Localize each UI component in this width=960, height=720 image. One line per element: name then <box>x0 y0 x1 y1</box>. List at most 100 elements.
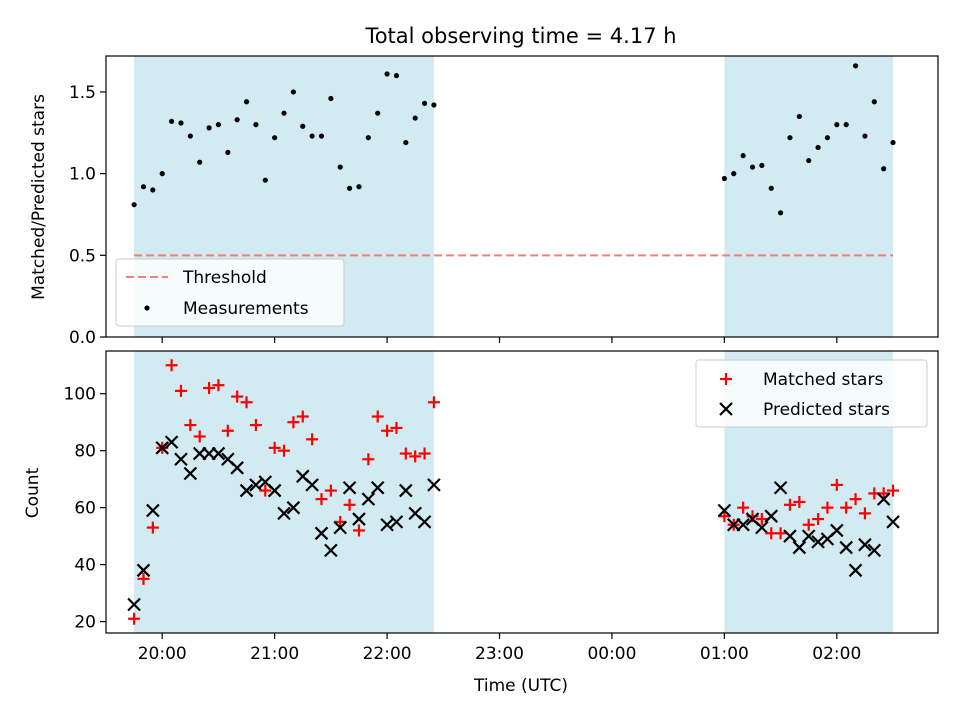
matched-star-point <box>362 453 375 466</box>
matched-star-point <box>352 524 365 537</box>
matched-star-point <box>184 419 197 432</box>
predicted-star-point <box>277 506 291 521</box>
predicted-star-point <box>146 503 160 518</box>
shaded-interval-1 <box>134 351 434 633</box>
measurement-point <box>871 99 877 105</box>
top-y-axis-label: Matched/Predicted stars <box>29 94 49 300</box>
measurement-point <box>347 185 353 191</box>
y-tick-label: 60 <box>74 499 96 519</box>
legend-matched-label: Matched stars <box>763 370 883 390</box>
matched-star-point <box>849 493 862 506</box>
predicted-star-point <box>155 441 169 455</box>
y-tick-label: 0.0 <box>69 328 96 348</box>
predicted-star-point <box>305 478 319 492</box>
matched-legend-swatch <box>720 373 732 385</box>
predicted-star-point <box>267 483 282 498</box>
predicted-star-point <box>792 540 807 555</box>
matched-star-point <box>203 382 216 395</box>
predicted-star-point <box>783 529 797 543</box>
predicted-star-point <box>211 446 226 461</box>
measurement-point <box>150 187 156 193</box>
shaded-interval-2 <box>724 56 894 337</box>
matched-star-point <box>381 424 394 437</box>
predicted-star-point <box>848 563 863 578</box>
matched-star-point <box>858 507 871 520</box>
measurement-point <box>262 177 268 183</box>
measurement-point <box>393 73 400 79</box>
matched-star-point <box>802 518 815 531</box>
x-tick-label: 01:00 <box>700 644 749 664</box>
bottom-x-axis-label: Time (UTC) <box>473 676 568 696</box>
measurement-point <box>843 122 849 128</box>
predicted-star-point <box>867 543 882 558</box>
predicted-star-point <box>736 517 750 532</box>
measurement-point <box>225 149 231 155</box>
measurement-point <box>140 184 147 190</box>
measurement-point <box>300 123 306 129</box>
measurement-point <box>375 110 381 116</box>
y-tick-label: 20 <box>74 613 96 633</box>
measurement-point <box>215 122 222 128</box>
matched-star-point <box>306 433 319 446</box>
matched-star-point <box>137 572 150 585</box>
predicted-star-point <box>417 515 432 529</box>
predicted-star-point <box>314 526 329 541</box>
x-tick-label: 20:00 <box>138 644 187 664</box>
matched-star-point <box>821 501 834 514</box>
predicted-star-point <box>389 515 404 529</box>
y-tick-label: 100 <box>64 385 96 405</box>
measurement-point <box>403 139 409 146</box>
legend-predicted-label: Predicted stars <box>763 400 890 420</box>
measurement-point <box>197 159 203 165</box>
predicted-star-point <box>324 543 338 558</box>
top-plot-frame <box>105 55 939 338</box>
top-legend: Threshold Measurements <box>115 258 345 327</box>
measurement-point <box>318 133 325 139</box>
measurement-point <box>159 171 165 177</box>
predicted-star-point <box>164 435 179 449</box>
measurement-point <box>759 162 765 169</box>
predicted-star-point <box>249 478 263 492</box>
measurement-point <box>187 133 193 139</box>
legend-measurements-label: Measurements <box>183 299 309 319</box>
matched-star-point <box>737 501 750 514</box>
measurement-point <box>384 71 390 77</box>
measurement-point <box>815 144 821 151</box>
measurement-point <box>328 95 334 102</box>
matched-star-point <box>296 410 309 423</box>
matched-star-point <box>324 484 337 497</box>
matched-star-point <box>240 396 253 409</box>
matched-star-point <box>287 416 300 429</box>
top-panel: 0.0 0.5 1.0 1.5 Matched/Predicted stars Thr… <box>29 55 939 348</box>
measurement-legend-swatch <box>144 305 150 311</box>
measurement-point <box>731 171 737 177</box>
measurement-point <box>824 135 831 141</box>
measurement-point <box>281 110 287 116</box>
measurement-point <box>253 122 259 128</box>
measurement-point <box>206 125 212 131</box>
measurement-point <box>421 100 428 106</box>
predicted-star-point <box>764 509 779 523</box>
predicted-star-point <box>427 478 441 492</box>
matched-star-point <box>399 447 412 460</box>
measurement-point <box>431 102 437 108</box>
predicted-star-point <box>136 563 151 578</box>
matched-star-point <box>783 498 796 511</box>
matched-star-point <box>718 510 731 523</box>
matched-star-point <box>334 515 347 528</box>
matched-star-point <box>887 484 900 497</box>
measurement-point <box>890 139 896 146</box>
matched-star-point <box>409 450 422 463</box>
x-tick-label: 21:00 <box>250 644 299 664</box>
bottom-y-ticks: 20 40 60 80 100 <box>64 385 106 633</box>
measurement-point <box>168 118 175 124</box>
predicted-star-point <box>755 520 769 535</box>
bottom-plot-frame <box>105 350 939 634</box>
predicted-star-point <box>399 483 413 498</box>
top-legend-box <box>115 258 345 327</box>
predicted-star-point <box>858 537 872 552</box>
matched-star-point <box>830 478 843 491</box>
matched-star-point <box>877 487 890 500</box>
measurement-point <box>806 157 812 164</box>
measurement-point <box>272 135 278 141</box>
